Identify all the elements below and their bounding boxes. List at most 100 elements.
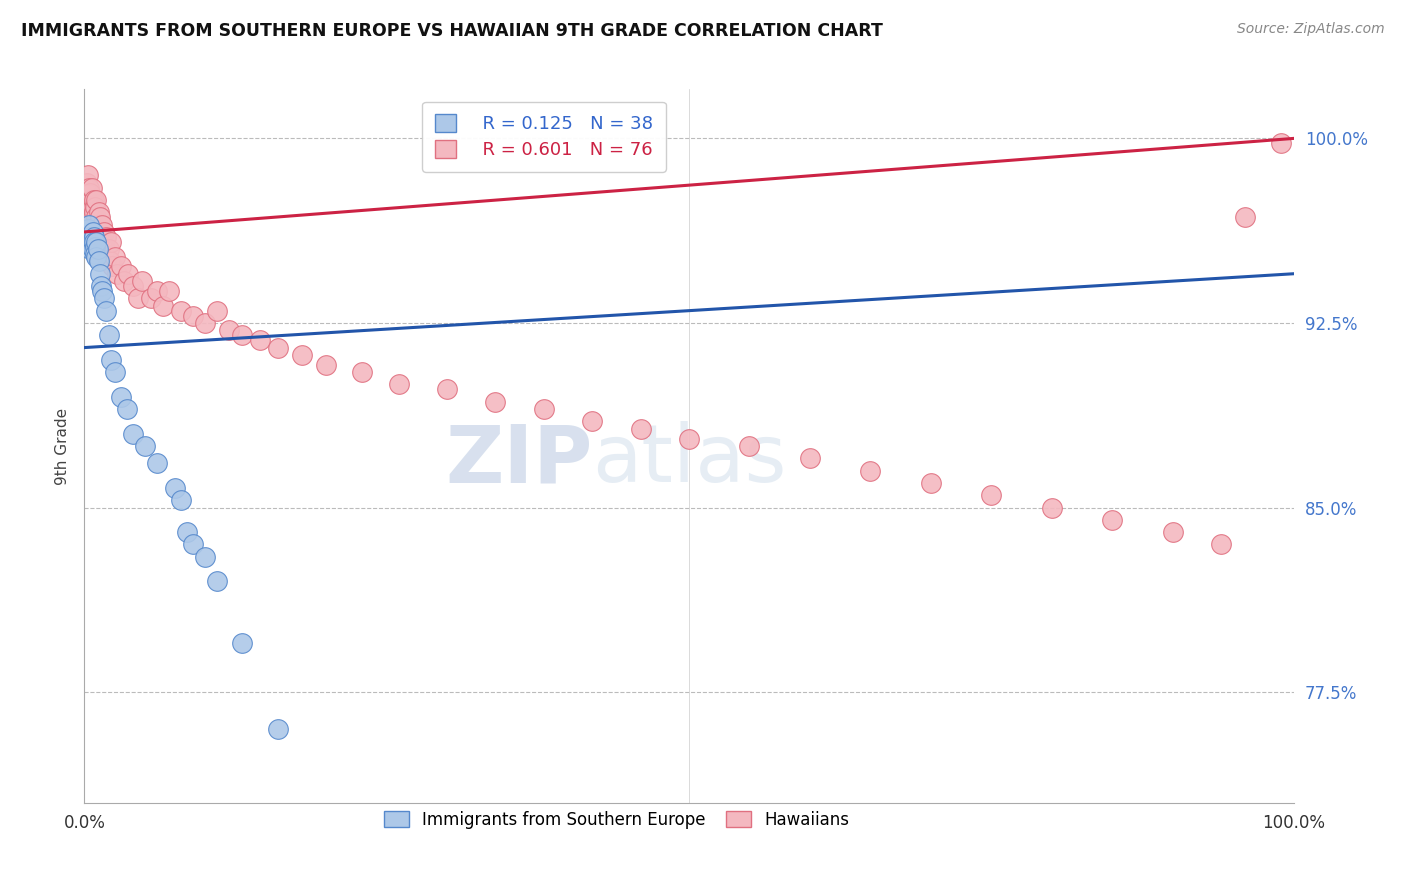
Point [267, 341, 290, 355]
Point [93, 291, 115, 305]
Point [76, 176, 98, 190]
Point [146, 284, 169, 298]
Point [131, 274, 153, 288]
Point [581, 414, 603, 428]
Point [86, 210, 108, 224]
Point [181, 309, 204, 323]
Point [315, 358, 337, 372]
Point [77, 218, 100, 232]
Point [82, 210, 104, 224]
Point [77, 169, 100, 183]
Point [89, 210, 111, 224]
Point [77, 193, 100, 207]
Point [86, 235, 108, 249]
Point [859, 464, 882, 478]
Point [104, 250, 127, 264]
Point [207, 574, 229, 589]
Point [231, 636, 253, 650]
Point [87, 205, 110, 219]
Point [170, 303, 193, 318]
Point [77, 186, 100, 200]
Point [80, 180, 103, 194]
Point [799, 451, 821, 466]
Point [91, 235, 114, 249]
Point [110, 390, 132, 404]
Point [678, 432, 700, 446]
Point [630, 422, 652, 436]
Point [76, 193, 98, 207]
Point [89, 225, 111, 239]
Point [1234, 210, 1257, 224]
Point [84, 247, 107, 261]
Point [104, 365, 127, 379]
Y-axis label: 9th Grade: 9th Grade [55, 408, 70, 484]
Point [89, 267, 111, 281]
Point [738, 439, 761, 453]
Point [80, 193, 103, 207]
Point [181, 537, 204, 551]
Point [90, 279, 112, 293]
Point [121, 279, 143, 293]
Point [112, 274, 135, 288]
Point [83, 235, 105, 249]
Point [79, 230, 101, 244]
Point [207, 303, 229, 318]
Point [110, 260, 132, 274]
Point [121, 426, 143, 441]
Point [83, 193, 105, 207]
Point [134, 439, 156, 453]
Point [87, 218, 110, 232]
Point [86, 193, 108, 207]
Point [165, 481, 187, 495]
Point [100, 352, 122, 367]
Point [82, 242, 104, 256]
Point [80, 235, 103, 249]
Point [146, 456, 169, 470]
Point [77, 180, 100, 194]
Point [76, 230, 98, 244]
Text: ZIP: ZIP [444, 421, 592, 500]
Point [91, 284, 114, 298]
Point [97, 242, 120, 256]
Point [82, 225, 104, 239]
Point [98, 254, 121, 268]
Point [170, 493, 193, 508]
Point [94, 242, 117, 256]
Point [84, 218, 107, 232]
Point [436, 383, 458, 397]
Point [127, 291, 149, 305]
Point [249, 333, 271, 347]
Text: IMMIGRANTS FROM SOUTHERN EUROPE VS HAWAIIAN 9TH GRADE CORRELATION CHART: IMMIGRANTS FROM SOUTHERN EUROPE VS HAWAI… [21, 22, 883, 40]
Point [83, 230, 105, 244]
Point [84, 240, 107, 254]
Point [157, 284, 180, 298]
Point [82, 200, 104, 214]
Point [77, 222, 100, 236]
Point [75, 180, 97, 194]
Point [388, 377, 411, 392]
Point [91, 218, 114, 232]
Point [105, 267, 128, 281]
Point [1209, 537, 1232, 551]
Point [117, 267, 139, 281]
Point [1101, 513, 1123, 527]
Point [79, 186, 101, 200]
Point [115, 402, 138, 417]
Point [93, 225, 115, 239]
Point [176, 525, 198, 540]
Point [86, 250, 108, 264]
Point [484, 394, 506, 409]
Point [194, 549, 217, 564]
Point [194, 316, 217, 330]
Point [152, 299, 174, 313]
Legend: Immigrants from Southern Europe, Hawaiians: Immigrants from Southern Europe, Hawaiia… [375, 803, 858, 838]
Text: Source: ZipAtlas.com: Source: ZipAtlas.com [1237, 22, 1385, 37]
Point [96, 250, 118, 264]
Point [90, 230, 112, 244]
Point [139, 291, 162, 305]
Point [100, 235, 122, 249]
Point [533, 402, 555, 417]
Point [79, 200, 101, 214]
Point [77, 235, 100, 249]
Point [86, 218, 108, 232]
